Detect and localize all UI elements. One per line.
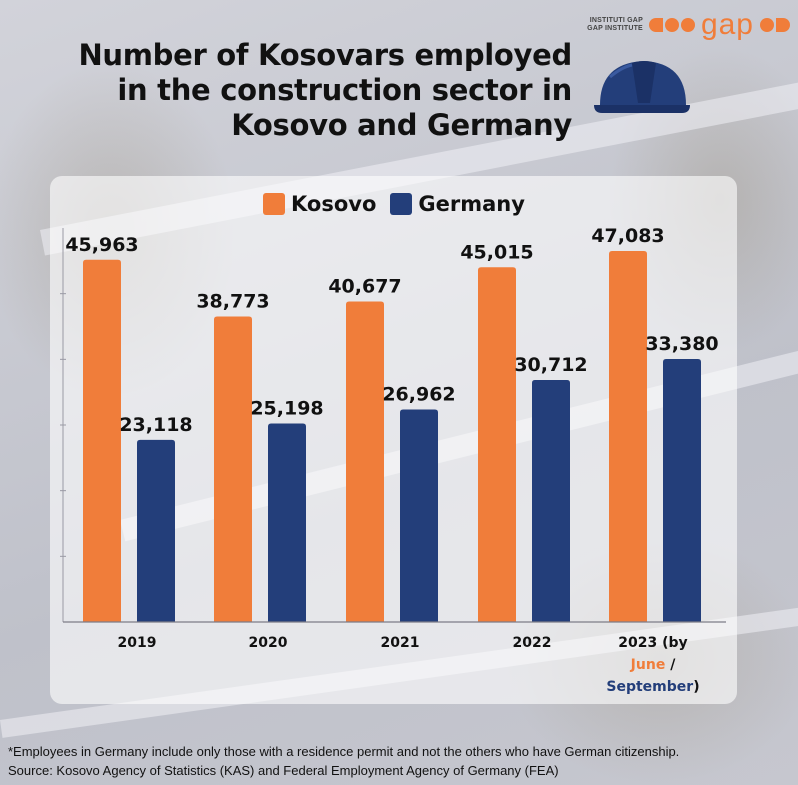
x-tick-label: 2022 [512, 635, 552, 651]
bar-germany-2019 [137, 439, 175, 622]
legend-swatch-germany [390, 193, 413, 215]
x-tick-label-2023: 2023 (by June / September) [606, 635, 700, 695]
footnotes: *Employees in Germany include only those… [8, 742, 788, 780]
x-tick-label: 2021 [380, 635, 420, 651]
data-label-germany-2019: 23,118 [119, 414, 192, 436]
data-label-kosovo-2023: 47,083 [591, 225, 664, 247]
chart-legend: Kosovo Germany [263, 192, 531, 216]
logo-dots-right [760, 18, 790, 32]
bar-kosovo-2019 [83, 259, 121, 622]
logo-institute-text: INSTITUTI GAP GAP INSTITUTE [587, 17, 643, 32]
bar-kosovo-2023 [609, 250, 647, 622]
footnote-note: *Employees in Germany include only those… [8, 744, 680, 759]
legend-item-kosovo: Kosovo [263, 192, 376, 216]
data-label-germany-2021: 26,962 [382, 384, 455, 406]
data-label-kosovo-2020: 38,773 [196, 290, 269, 312]
bar-germany-2021 [400, 409, 438, 622]
bar-kosovo-2021 [346, 301, 384, 622]
bar-germany-2023 [663, 358, 701, 622]
hard-hat-icon [592, 55, 692, 121]
data-label-kosovo-2019: 45,963 [65, 234, 138, 256]
logo-dots [648, 18, 695, 32]
bar-kosovo-2020 [214, 316, 252, 622]
x-tick-label: 2020 [248, 635, 288, 651]
gap-institute-logo: INSTITUTI GAP GAP INSTITUTE gap [587, 10, 790, 40]
bar-germany-2020 [268, 423, 306, 622]
footnote-source: Source: Kosovo Agency of Statistics (KAS… [8, 763, 559, 778]
data-label-germany-2023: 33,380 [645, 333, 718, 355]
data-label-germany-2022: 30,712 [514, 354, 587, 376]
legend-swatch-kosovo [263, 193, 285, 215]
legend-label-germany: Germany [418, 192, 525, 216]
legend-item-germany: Germany [390, 192, 525, 216]
chart-title: Number of Kosovars employed in the const… [78, 38, 572, 142]
bar-kosovo-2022 [478, 267, 516, 622]
data-label-kosovo-2021: 40,677 [328, 275, 401, 297]
x-tick-label: 2019 [117, 635, 157, 651]
data-label-kosovo-2022: 45,015 [460, 241, 533, 263]
bar-germany-2022 [532, 379, 570, 622]
logo-word: gap [700, 8, 754, 41]
legend-label-kosovo: Kosovo [291, 192, 377, 216]
data-label-germany-2020: 25,198 [250, 397, 323, 419]
